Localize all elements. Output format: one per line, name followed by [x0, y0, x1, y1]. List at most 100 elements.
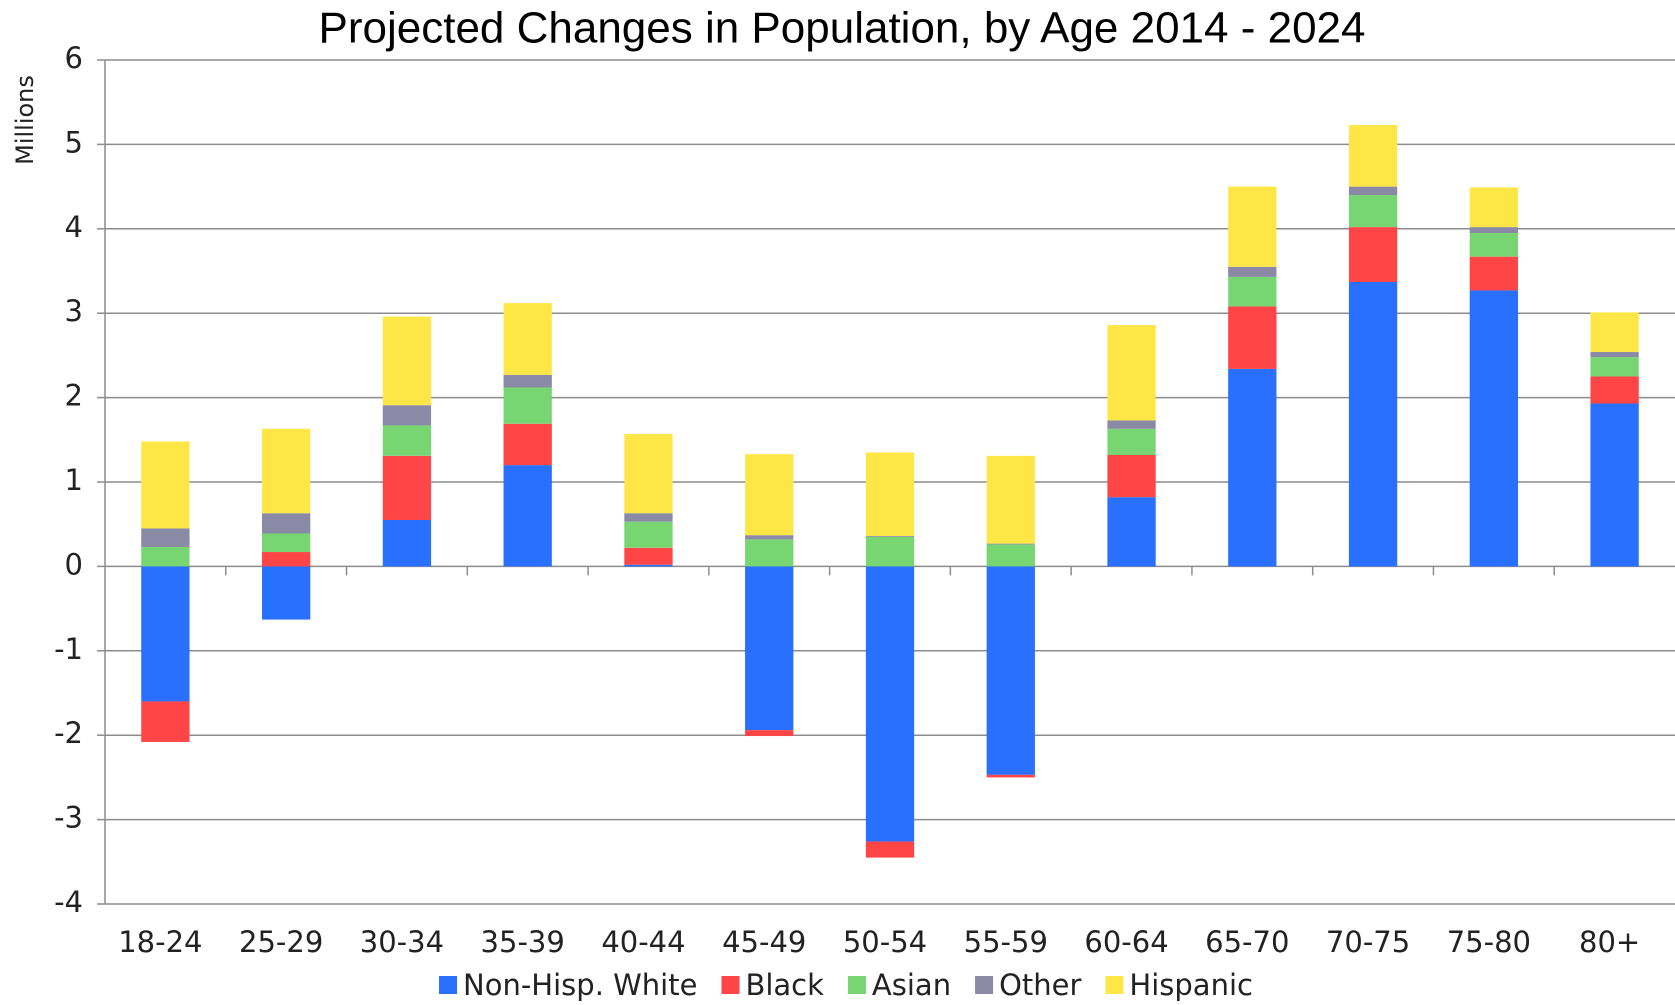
bar-segment — [624, 564, 673, 567]
bar-segment — [1348, 186, 1398, 196]
bar-segment — [141, 566, 190, 702]
y-tick-label: -4 — [54, 885, 83, 919]
bar-segment — [1228, 186, 1277, 267]
bar-segment — [503, 374, 552, 388]
bar-segment — [624, 513, 673, 522]
bar-segment — [1228, 276, 1277, 307]
y-tick-label: 0 — [65, 547, 83, 581]
bar-segment — [1469, 233, 1518, 257]
y-tick-label: 2 — [65, 379, 83, 413]
bar-segment — [986, 543, 1035, 545]
bar-segment — [503, 465, 552, 567]
legend-label: Asian — [872, 968, 951, 1002]
bar-segment — [262, 533, 311, 553]
bar-segment — [1348, 227, 1398, 282]
bar-segment — [1348, 195, 1398, 228]
y-tick-label: -3 — [54, 801, 83, 835]
bar-segment — [1590, 312, 1639, 353]
legend-label: Non-Hisp. White — [463, 968, 697, 1002]
bar-segment — [1107, 420, 1156, 429]
y-tick-label: -2 — [54, 716, 83, 750]
bar-segment — [1590, 376, 1639, 404]
bar-segment — [1348, 281, 1398, 567]
y-tick-label: 3 — [65, 294, 83, 328]
legend-swatch — [721, 976, 740, 994]
bar-segment — [382, 519, 432, 567]
bar-segment — [865, 536, 915, 567]
x-tick-label: 55-59 — [964, 925, 1048, 959]
bar-segment — [141, 546, 190, 567]
x-tick-label: 25-29 — [239, 925, 323, 959]
y-axis-label: Millions — [11, 75, 39, 165]
bar-segment — [1107, 497, 1156, 567]
bar-segment — [865, 452, 915, 537]
bar-segment — [745, 535, 794, 540]
bar-segment — [1590, 357, 1639, 377]
x-tick-label: 40-44 — [601, 925, 685, 959]
bar-segment — [1228, 266, 1277, 277]
bar-segment — [262, 513, 311, 534]
bar-segment — [1228, 306, 1277, 369]
x-tick-label: 70-75 — [1326, 925, 1410, 959]
bar-segment — [1107, 454, 1156, 498]
bar-segment — [503, 387, 552, 424]
bar-segment — [382, 316, 432, 406]
x-tick-label: 18-24 — [118, 925, 202, 959]
bar-segment — [1348, 124, 1398, 187]
bar-segment — [624, 521, 673, 548]
bar-segment — [745, 566, 794, 731]
bar-segment — [1469, 256, 1518, 291]
legend-swatch — [975, 976, 994, 994]
legend-label: Hispanic — [1129, 968, 1253, 1002]
bar-segment — [1107, 428, 1156, 455]
bar-segment — [382, 425, 432, 456]
x-tick-label: 60-64 — [1084, 925, 1168, 959]
bar-segment — [986, 774, 1035, 778]
x-tick-label: 65-70 — [1205, 925, 1289, 959]
bar-segment — [1107, 325, 1156, 421]
chart-title: Projected Changes in Population, by Age … — [319, 4, 1366, 53]
bar-segment — [745, 454, 794, 536]
bar-segment — [1469, 227, 1518, 234]
bar-segment — [1590, 403, 1639, 567]
bar-segment — [624, 547, 673, 565]
x-tick-label: 80+ — [1579, 925, 1640, 959]
bar-segment — [1469, 187, 1518, 228]
x-tick-label: 45-49 — [722, 925, 806, 959]
y-tick-label: 1 — [65, 463, 83, 497]
bar-segment — [503, 423, 552, 466]
x-tick-label: 75-80 — [1447, 925, 1531, 959]
bar-segment — [1469, 290, 1518, 567]
bar-segment — [141, 441, 190, 529]
bar-segment — [141, 701, 190, 742]
legend-swatch — [847, 976, 866, 994]
y-tick-label: 5 — [65, 125, 83, 159]
bar-segment — [745, 730, 794, 737]
legend-swatch — [1105, 976, 1124, 994]
bar-segment — [1590, 352, 1639, 358]
x-tick-label: 35-39 — [481, 925, 565, 959]
bar-segment — [382, 405, 432, 426]
bar-segment — [986, 455, 1035, 544]
x-tick-label: 30-34 — [360, 925, 444, 959]
legend-label: Other — [999, 968, 1081, 1002]
legend-label: Black — [745, 968, 824, 1002]
x-tick-label: 50-54 — [843, 925, 927, 959]
bar-segment — [865, 536, 915, 537]
legend-swatch — [439, 976, 458, 994]
bar-segment — [865, 566, 915, 842]
y-tick-label: -1 — [54, 632, 83, 666]
bar-segment — [1228, 368, 1277, 567]
bar-segment — [262, 552, 311, 567]
y-tick-label: 4 — [65, 210, 83, 244]
bar-segment — [865, 841, 915, 858]
bar-segment — [745, 539, 794, 567]
bar-segment — [141, 528, 190, 547]
bar-segment — [624, 433, 673, 514]
bar-segment — [262, 428, 311, 514]
bar-segment — [382, 455, 432, 520]
bar-segment — [986, 566, 1035, 775]
bar-segment — [503, 303, 552, 375]
bar-segment — [262, 566, 311, 620]
